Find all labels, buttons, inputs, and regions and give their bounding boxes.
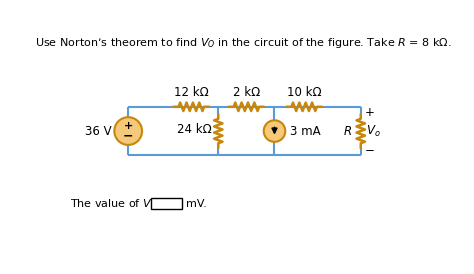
FancyBboxPatch shape xyxy=(151,198,182,209)
Text: R: R xyxy=(343,125,352,138)
Text: 10 kΩ: 10 kΩ xyxy=(287,86,321,99)
Text: 2 kΩ: 2 kΩ xyxy=(233,86,260,99)
Text: −: − xyxy=(365,144,374,157)
Circle shape xyxy=(264,120,285,142)
Circle shape xyxy=(114,117,142,145)
Text: −: − xyxy=(123,130,134,143)
Text: The value of $V_O$ is: The value of $V_O$ is xyxy=(70,197,170,211)
Text: mV.: mV. xyxy=(186,199,207,209)
Text: Use Norton’s theorem to find $V_O$ in the circuit of the figure. Take $R$ = 8 kΩ: Use Norton’s theorem to find $V_O$ in th… xyxy=(35,36,451,50)
Text: 12 kΩ: 12 kΩ xyxy=(174,86,209,99)
Text: 24 kΩ: 24 kΩ xyxy=(177,123,212,136)
Text: $V_o$: $V_o$ xyxy=(366,124,381,139)
Text: +: + xyxy=(124,121,133,131)
Text: +: + xyxy=(365,107,374,119)
Text: 36 V: 36 V xyxy=(85,125,111,138)
Text: 3 mA: 3 mA xyxy=(290,125,320,138)
